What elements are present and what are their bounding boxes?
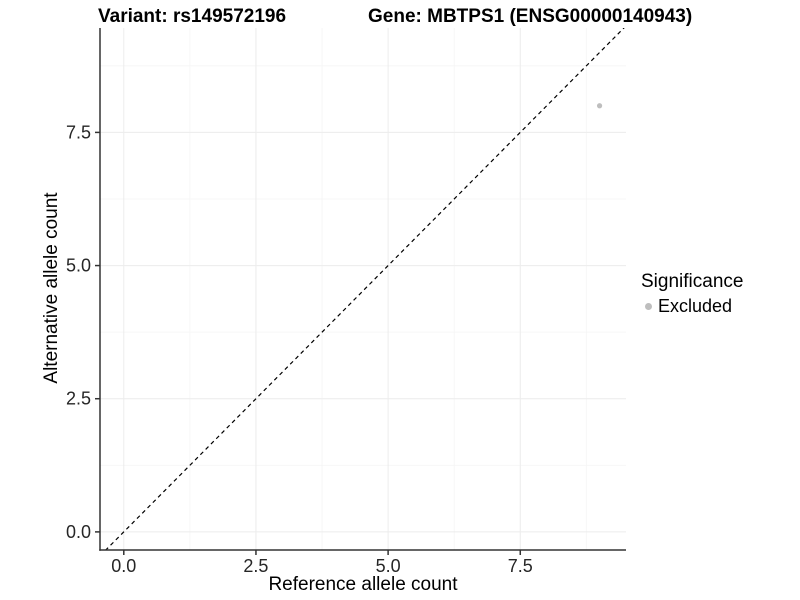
x-tick-label: 0.0 [111,556,136,576]
y-tick-label: 2.5 [66,389,91,409]
major-gridlines [100,28,626,550]
tick-marks [95,131,522,555]
gene-title: Gene: MBTPS1 (ENSG00000140943) [368,6,693,27]
y-tick-label: 7.5 [66,122,91,142]
identity-dashed-line-group [104,28,625,550]
excluded-point-icon [645,303,652,310]
x-tick-label: 2.5 [243,556,268,576]
axis-lines [99,28,626,551]
legend-title: Significance [641,271,744,292]
minor-gridlines [100,28,626,550]
x-axis-title: Reference allele count [268,574,458,595]
x-tick-label: 5.0 [376,556,401,576]
identity-dashed-line [104,28,625,550]
y-tick-label: 5.0 [66,256,91,276]
legend-item-excluded: Excluded [641,296,743,317]
legend: Significance Excluded [641,271,743,317]
data-point [596,103,603,109]
legend-item-label: Excluded [658,296,733,316]
x-tick-label: 7.5 [508,556,533,576]
tick-labels: 0.0 2.5 5.0 7.5 0.0 2.5 5.0 7.5 [66,122,533,576]
y-axis-title: Alternative allele count [41,192,62,384]
y-tick-label: 0.0 [66,522,91,542]
variant-title: Variant: rs149572196 [98,6,287,27]
data-points-group [596,103,603,109]
